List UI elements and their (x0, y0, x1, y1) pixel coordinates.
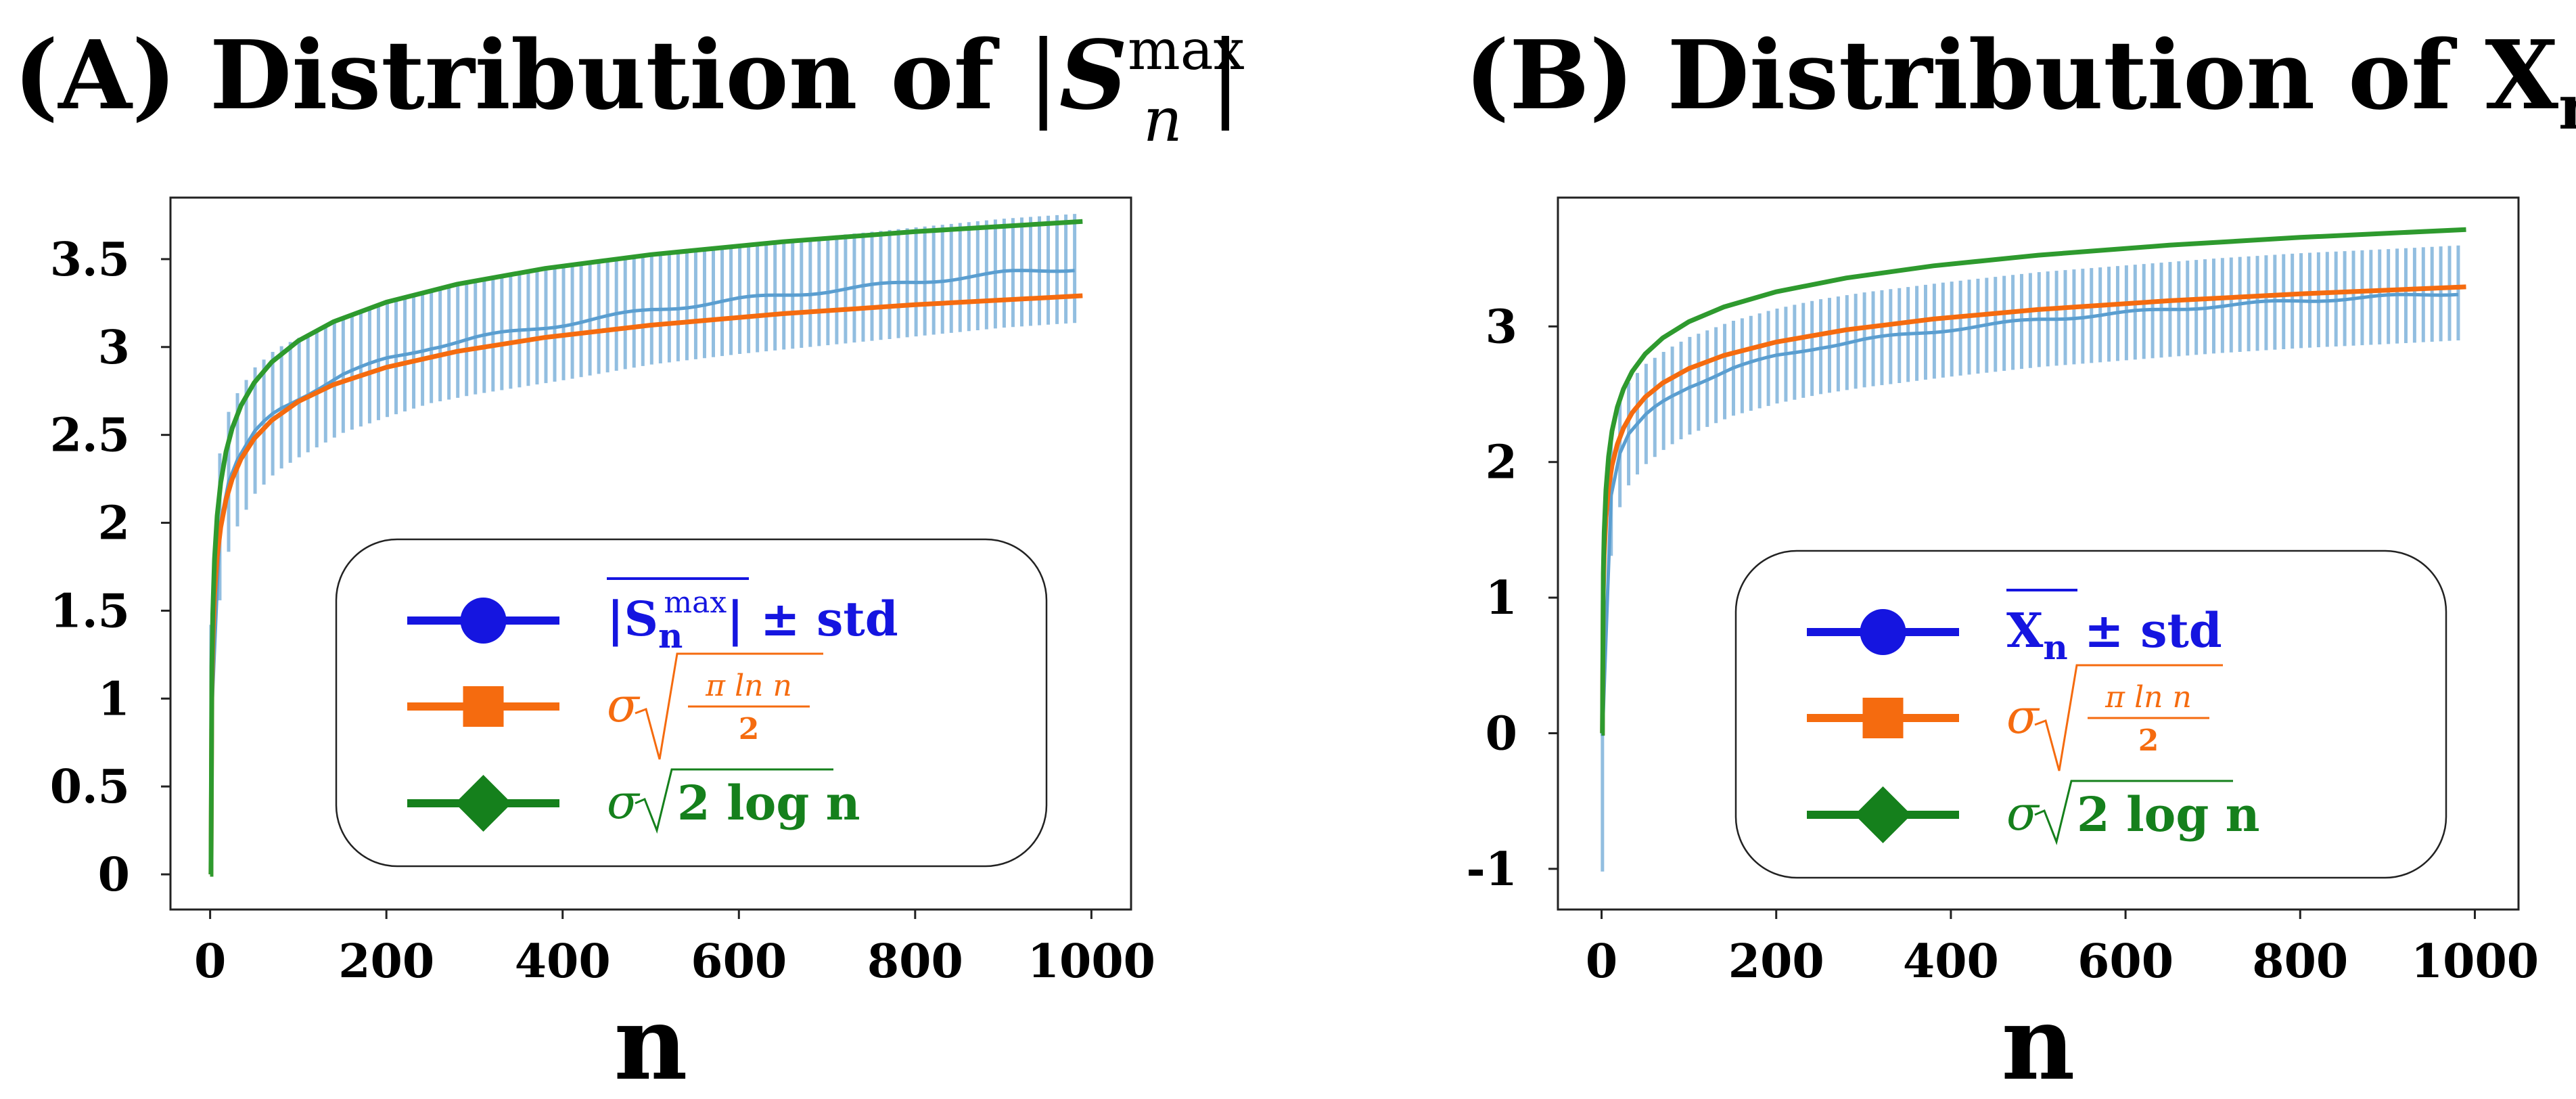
legend-radical (2034, 664, 2223, 771)
legend-marker-circle (460, 598, 507, 644)
panel-a: (A) Distribution of |Smax n |0 200 400 600 800… (14, 18, 1245, 1099)
y-tick-label: 1.5 (50, 584, 130, 638)
y-tick-label: 0.5 (50, 760, 130, 814)
legend-label: Xn ± std (2006, 602, 2222, 667)
x-tick-label: 600 (691, 935, 787, 989)
legend-radical (2034, 780, 2233, 845)
legend-radical (635, 768, 833, 834)
legend-main: X (2006, 602, 2044, 658)
legend-tail: ± std (2068, 602, 2222, 658)
legend: |Snmax| ± std σ π ln n 2 σ 2 log n (335, 538, 1048, 868)
title-prefix: (A) Distribution of (14, 20, 1028, 131)
title-symbol: X (2485, 20, 2558, 131)
legend-sub: n (658, 616, 683, 656)
x-tick-label: 1000 (2411, 935, 2539, 989)
legend-sigma: σ (2006, 786, 2040, 841)
x-tick-label: 200 (338, 935, 434, 989)
legend-sigma: σ (607, 677, 641, 733)
legend-tail: | ± std (727, 591, 898, 647)
x-tick-label: 600 (2077, 935, 2174, 989)
legend-root: 2 log n (677, 775, 860, 831)
x-tick-label: 0 (1586, 935, 1617, 989)
legend-radical (635, 652, 823, 760)
chart-title-b: (B) Distribution of Xn (1465, 20, 2576, 143)
title-sub: n (1143, 85, 1182, 156)
chart-title-a: (A) Distribution of |Smax n | (14, 18, 1245, 156)
legend-sup: max (664, 585, 727, 620)
title-sub: n (2558, 72, 2576, 143)
y-tick-label: 0 (98, 848, 130, 902)
legend-marker-square (463, 686, 504, 727)
y-tick-label: 1 (98, 672, 130, 726)
y-tick-label: -1 (1466, 843, 1517, 897)
legend-marker-square (1862, 698, 1904, 738)
legend-main: |S (607, 591, 658, 647)
legend-label: |Snmax| ± std (607, 585, 898, 656)
y-tick-label: 3 (98, 321, 130, 375)
legend-frac-bottom: 2 (739, 712, 760, 746)
legend-frac-bottom: 2 (2138, 723, 2159, 758)
panel-b: (B) Distribution of Xn 0 200 400 600 800 1000 -… (1465, 20, 2576, 1099)
x-axis-label: n (2001, 984, 2075, 1096)
title-prefix: (B) Distribution of (1465, 20, 2485, 131)
legend-frac-top: π ln n (2104, 680, 2192, 715)
legend-marker-diamond (455, 775, 512, 832)
y-tick-label: 0 (1486, 707, 1517, 761)
title-bar-left: | (1028, 21, 1059, 131)
x-tick-label: 1000 (1028, 935, 1155, 989)
y-tick-label: 3 (1486, 300, 1517, 354)
legend-marker-diamond (1854, 786, 1912, 843)
theory-line-two-log (208, 219, 1083, 877)
x-axis-label: n (614, 984, 687, 1096)
theory-line-two-log (1600, 227, 2466, 736)
x-tick-label: 200 (1728, 935, 1824, 989)
y-tick-label: 2 (98, 497, 130, 551)
title-bar-right: | (1210, 21, 1241, 131)
title-symbol: S (1059, 20, 1128, 131)
legend: Xn ± std σ π ln n 2 σ 2 log n (1734, 550, 2447, 879)
x-tick-label: 400 (515, 935, 611, 989)
y-tick-label: 1 (1486, 571, 1517, 625)
mean-line (209, 269, 1075, 731)
y-tick-label: 3.5 (50, 233, 130, 287)
x-tick-label: 800 (2252, 935, 2348, 989)
legend-frac-top: π ln n (705, 669, 792, 703)
y-tick-label: 2 (1486, 436, 1517, 490)
y-tick-label: 2.5 (50, 409, 130, 463)
mean-line (1601, 292, 2459, 736)
legend-sigma: σ (2006, 689, 2040, 744)
title-sup: max (1128, 18, 1245, 83)
legend-sigma: σ (607, 774, 641, 830)
legend-root: 2 log n (2077, 786, 2260, 843)
legend-sub: n (2043, 627, 2067, 667)
legend-marker-circle (1860, 609, 1906, 655)
x-tick-label: 800 (867, 935, 963, 989)
x-tick-label: 400 (1903, 935, 1999, 989)
x-tick-label: 0 (194, 935, 226, 989)
